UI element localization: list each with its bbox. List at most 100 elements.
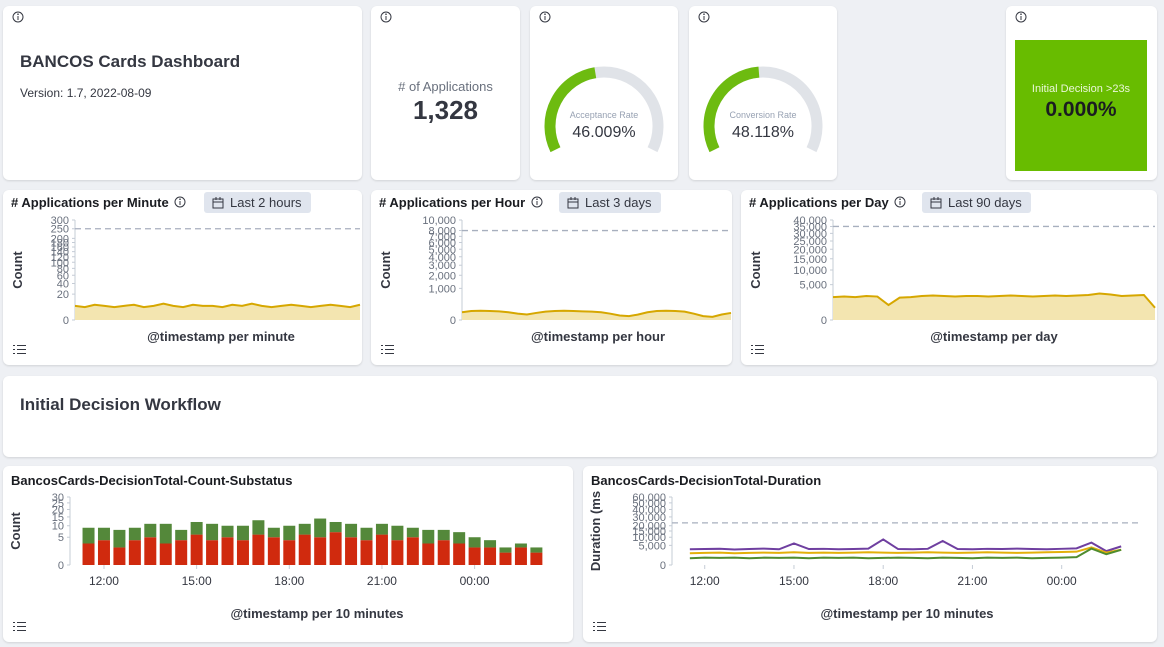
chart-panel: 0 5,000 10,000 15,000 20,000 25,000 30,000 35,0… [741, 190, 1157, 365]
bar-segment [406, 527, 419, 538]
line [461, 309, 732, 318]
y-tick-label: 50,000 [632, 498, 666, 510]
bar-segment [499, 552, 512, 565]
x-axis-title: @timestamp per 10 minutes [820, 606, 993, 621]
bar-segment [97, 540, 110, 565]
y-tick-label: 5,000 [428, 244, 456, 256]
bar-segment [345, 537, 358, 565]
legend-toggle[interactable] [751, 344, 764, 355]
area [833, 293, 1155, 320]
info-icon[interactable] [539, 11, 551, 23]
y-tick-label: 15 [52, 512, 64, 524]
bar-segment [206, 523, 219, 541]
area [462, 310, 731, 320]
legend-toggle[interactable] [13, 344, 26, 355]
bar-segment [82, 543, 95, 565]
y-tick-label: 6,000 [428, 238, 456, 250]
bar-segment [422, 543, 435, 565]
y-tick-label: 20,000 [632, 521, 666, 533]
bar-segment [437, 529, 450, 541]
y-tick-label: 25 [52, 498, 64, 510]
bar-segment [514, 547, 527, 565]
bar-segment [175, 540, 188, 565]
y-tick-label: 20,000 [793, 244, 827, 256]
info-icon[interactable] [894, 196, 906, 208]
y-tick-label: 140 [51, 247, 69, 259]
y-tick-label: 60,000 [632, 492, 666, 504]
legend-toggle[interactable] [381, 344, 394, 355]
y-axis-title: Count [378, 251, 393, 289]
info-icon[interactable] [698, 11, 710, 23]
bar-segment [175, 529, 188, 541]
line [74, 302, 361, 309]
chart-title: # Applications per Day [749, 195, 906, 210]
bar-segment [314, 537, 327, 565]
y-axis-title: Count [10, 251, 25, 289]
bar-segment [329, 521, 342, 533]
y-tick-label: 5,000 [638, 540, 666, 552]
bar-segment [484, 540, 497, 548]
x-tick-label: 15:00 [182, 574, 212, 588]
y-tick-label: 250 [51, 224, 69, 236]
x-tick-label: 18:00 [274, 574, 304, 588]
y-tick-label: 0 [821, 315, 827, 327]
bar-segment [97, 527, 110, 541]
dashboard-title: BANCOS Cards Dashboard [20, 52, 241, 71]
chart: 0 5,00010,00015,00020,00030,00040,00050,0… [588, 491, 1142, 621]
x-axis-title: @timestamp per day [930, 329, 1058, 344]
gauge-label: Acceptance Rate [570, 110, 639, 120]
chart-title: # Applications per Minute [11, 195, 186, 210]
y-tick-label: 300 [51, 215, 69, 227]
bar-segment [221, 537, 234, 565]
bar-segment [283, 540, 296, 565]
x-tick-label: 15:00 [779, 574, 809, 588]
info-icon[interactable] [531, 196, 543, 208]
y-tick-label: 25,000 [793, 236, 827, 248]
bar-segment [190, 521, 203, 535]
metric-label: # of Applications [398, 79, 493, 94]
y-tick-label: 0 [450, 315, 456, 327]
metric-value: 1,328 [412, 95, 479, 125]
y-tick-label: 120 [51, 252, 69, 264]
alert-box: Initial Decision >23s 0.000% [1015, 40, 1147, 171]
bar-segment [453, 543, 466, 565]
bar-segment [267, 527, 280, 538]
x-tick-label: 12:00 [89, 574, 119, 588]
x-tick-label: 21:00 [367, 574, 397, 588]
y-tick-label: 2,000 [428, 270, 456, 282]
y-tick-label: 20 [52, 504, 64, 516]
bar-segment [360, 527, 373, 541]
bar-segment [113, 529, 126, 548]
bar-segment [206, 540, 219, 565]
y-tick-label: 80 [57, 263, 69, 275]
info-icon[interactable] [174, 196, 186, 208]
version: Version: 1.7, 2022-08-09 [20, 86, 152, 100]
bar-segment [484, 547, 497, 565]
gauge: Acceptance Rate 46.009% [544, 66, 664, 153]
time-range-text: Last 3 days [585, 195, 652, 210]
bar-segment [236, 540, 249, 565]
info-icon[interactable] [1015, 11, 1027, 23]
y-tick-label: 8,000 [428, 226, 456, 238]
calendar-icon [212, 197, 224, 209]
y-tick-label: 0 [58, 560, 64, 572]
info-icon[interactable] [12, 11, 24, 23]
bar-segment [468, 537, 481, 548]
x-tick-label: 12:00 [690, 574, 720, 588]
time-range[interactable]: Last 3 days [559, 192, 661, 213]
bar-segment [468, 547, 481, 565]
section-title: Initial Decision Workflow [20, 395, 221, 414]
time-range[interactable]: Last 2 hours [204, 192, 311, 213]
line [832, 292, 1156, 309]
chart-panel: 0 5 10 15 20 25 30 12:00 15:00 18:00 21:00 00:00 Cou… [3, 466, 573, 642]
time-range[interactable]: Last 90 days [922, 192, 1031, 213]
y-tick-label: 5 [58, 532, 64, 544]
bar-segment [530, 547, 543, 553]
bar-segment [144, 537, 157, 565]
y-tick-label: 4,000 [428, 252, 456, 264]
info-icon[interactable] [380, 11, 392, 23]
x-tick-label: 00:00 [460, 574, 490, 588]
legend-toggle[interactable] [13, 621, 26, 632]
bar-segment [391, 540, 404, 565]
legend-toggle[interactable] [593, 621, 606, 632]
